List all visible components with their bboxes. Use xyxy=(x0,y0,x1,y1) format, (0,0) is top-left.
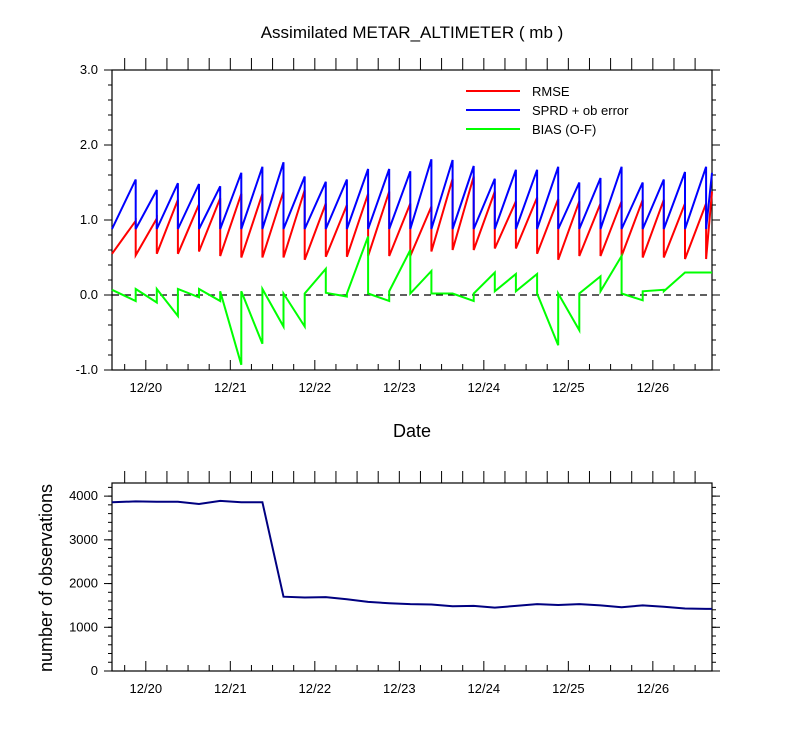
series-line-bias xyxy=(111,236,712,366)
plot-frame xyxy=(111,482,713,672)
legend-label-bias: BIAS (O-F) xyxy=(532,122,596,137)
x-tick-label: 12/22 xyxy=(299,380,332,395)
y-tick-label: 0 xyxy=(91,663,98,678)
y-tick-label: 1.0 xyxy=(80,212,98,227)
x-tick-label: 12/24 xyxy=(468,380,501,395)
series-line-obs xyxy=(111,499,712,610)
top-plot: 12/20 12/21 12/22 12/23 12/24 12/25 12/26 -1.0 0… xyxy=(76,58,720,395)
y-tick-label: -1.0 xyxy=(76,362,98,377)
x-tick-label: 12/24 xyxy=(468,681,501,696)
x-tick-label: 12/23 xyxy=(383,380,416,395)
x-tick-label: 12/20 xyxy=(130,380,163,395)
y-tick-label: 0.0 xyxy=(80,287,98,302)
bottom-y-axis-title: number of observations xyxy=(36,484,56,672)
series-line-sprd xyxy=(111,159,713,230)
y-tick-label: 2.0 xyxy=(80,137,98,152)
x-tick-label: 12/23 xyxy=(383,681,416,696)
y-tick-label: 3000 xyxy=(69,532,98,547)
x-tick-label: 12/21 xyxy=(214,681,247,696)
x-tick-label: 12/25 xyxy=(552,681,585,696)
bottom-plot: 12/20 12/21 12/22 12/23 12/24 12/25 12/26 0 1000… xyxy=(69,471,720,696)
x-tick-label: 12/20 xyxy=(130,681,163,696)
legend-label-rmse: RMSE xyxy=(532,84,570,99)
top-x-axis-title: Date xyxy=(393,421,431,441)
y-tick-label: 1000 xyxy=(69,619,98,634)
x-tick-label: 12/26 xyxy=(637,380,670,395)
x-tick-label: 12/21 xyxy=(214,380,247,395)
y-tick-label: 4000 xyxy=(69,488,98,503)
chart-title: Assimilated METAR_ALTIMETER ( mb ) xyxy=(261,23,564,42)
y-tick-label: 2000 xyxy=(69,576,98,591)
x-tick-label: 12/26 xyxy=(637,681,670,696)
legend-label-sprd: SPRD + ob error xyxy=(532,103,629,118)
x-tick-label: 12/25 xyxy=(552,380,585,395)
x-tick-label: 12/22 xyxy=(299,681,332,696)
y-tick-label: 3.0 xyxy=(80,62,98,77)
